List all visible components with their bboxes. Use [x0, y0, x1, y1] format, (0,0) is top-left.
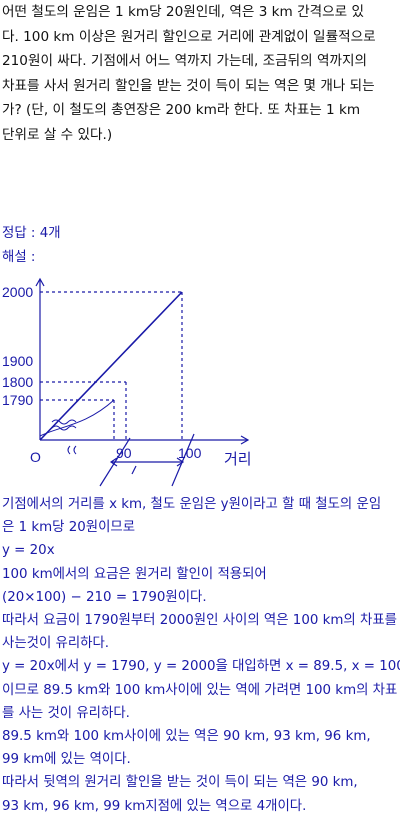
- origin-label: O: [30, 449, 41, 465]
- solution-label-text: 해설 :: [2, 250, 36, 265]
- answer-value: 4개: [39, 226, 61, 241]
- solution-line: 기점에서의 거리를 x km, 철도 운임은 y원이라고 할 때 철도의 운임: [2, 497, 382, 512]
- question-line: 단위로 살 수 있다.): [2, 126, 113, 143]
- solution-line: 따라서 요금이 1790원부터 2000원인 사이의 역은 100 km의 차표…: [2, 613, 397, 629]
- solution-line: 이므로 89.5 km와 100 km사이에 있는 역에 가려면 100 km의…: [2, 682, 398, 698]
- solution-line: y = 20x: [2, 543, 55, 559]
- solution-label: 해설 :: [2, 248, 398, 268]
- question-line: 어떤 철도의 운임은 1 km당 20원인데, 역은 3 km 간격으로 있: [2, 4, 364, 20]
- y-axis-arrow: [35, 277, 45, 287]
- solution-line: 은 1 km당 20원이므로: [2, 520, 136, 536]
- question-line: 차표를 사서 원거리 할인을 받는 것이 득이 되는 역은 몇 개나 되는: [2, 77, 375, 94]
- y-tick-1900: 1900: [2, 353, 33, 369]
- solution-line: 를 사는 것이 유리하다.: [2, 705, 130, 721]
- solution-line: 99 km에 있는 역이다.: [2, 752, 131, 768]
- x-axis-label: 거리: [224, 451, 252, 468]
- question-line: 210원이 싸다. 기점에서 어느 역까지 가는데, 조금뒤의 역까지의: [2, 53, 367, 70]
- x-tick-100: 100: [178, 445, 202, 461]
- interval-arrow-left: [109, 457, 118, 467]
- fare-line: [39, 291, 183, 441]
- interval-arrow-right: [176, 457, 185, 467]
- question-text: 어떤 철도의 운임은 1 km당 20원인데, 역은 3 km 간격으로 있 다…: [2, 0, 398, 148]
- answer-label: 정답 :: [2, 226, 36, 241]
- solution-line: 89.5 km와 100 km사이에 있는 역은 90 km, 93 km, 9…: [2, 729, 371, 745]
- x-break-mark: [67, 445, 71, 455]
- question-line: 가? (단, 이 철도의 총연장은 200 km라 한다. 또 차표는 1 km: [2, 102, 361, 119]
- y-tick-1790: 1790: [2, 392, 33, 408]
- break-mark: [51, 425, 77, 431]
- y-tick-1800: 1800: [2, 374, 33, 390]
- x-tick-90: 90: [116, 445, 132, 461]
- solution-line: 따라서 뒷역의 원거리 할인을 받는 것이 득이 되는 역은 90 km,: [2, 775, 358, 791]
- solution-text: 기점에서의 거리를 x km, 철도 운임은 y원이라고 할 때 철도의 운임 …: [2, 493, 400, 818]
- x-break-mark: [73, 445, 77, 455]
- solution-line: (20×100) − 210 = 1790원이다.: [2, 589, 207, 605]
- answer-line: 정답 : 4개: [2, 224, 398, 244]
- y-tick-2000: 2000: [2, 284, 33, 300]
- solution-line: 100 km에서의 요금은 원거리 할인이 적용되어: [2, 566, 267, 582]
- question-line: 다. 100 km 이상은 원거리 할인으로 거리에 관계없이 일률적으로: [2, 28, 376, 45]
- ticket-line-right: [171, 433, 195, 487]
- solution-line: y = 20x에서 y = 1790, y = 2000을 대입하면 x = 8…: [2, 659, 400, 675]
- interval-pointer: [131, 465, 137, 475]
- break-mark: [51, 419, 77, 425]
- x-axis-arrow: [240, 435, 250, 445]
- fare-distance-graph: 2000 1900 1800 1790 O 90 100 거리: [2, 277, 252, 487]
- discount-curve: [39, 399, 115, 437]
- solution-line: 93 km, 96 km, 99 km지점에 있는 역으로 4개이다.: [2, 798, 307, 814]
- solution-line: 사는것이 유리하다.: [2, 636, 110, 652]
